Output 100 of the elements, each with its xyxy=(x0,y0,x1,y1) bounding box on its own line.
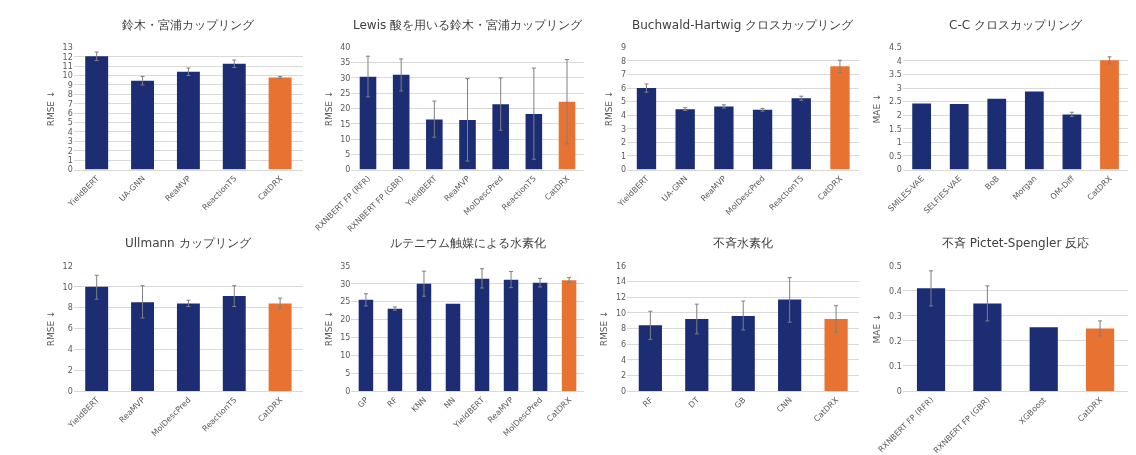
y-tick-label: 11 xyxy=(62,61,73,71)
bar xyxy=(387,308,403,391)
bar xyxy=(1100,60,1119,170)
y-tick-label: 4 xyxy=(67,345,73,355)
bar xyxy=(912,103,932,170)
bar xyxy=(503,279,519,391)
y-tick-label: 8 xyxy=(621,324,627,334)
y-tick-label: 35 xyxy=(340,58,351,68)
y-tick-label: 0.4 xyxy=(889,286,902,296)
bar xyxy=(85,286,109,391)
y-tick-label: 0.5 xyxy=(889,151,902,161)
y-tick-label: 25 xyxy=(340,88,351,98)
y-tick-label: 5 xyxy=(345,150,351,160)
y-tick-label: 4 xyxy=(621,355,627,365)
y-tick-label: 5 xyxy=(345,368,351,378)
x-tick-label: RF xyxy=(641,395,655,410)
bar xyxy=(916,288,946,391)
y-tick-label: 10 xyxy=(62,71,73,81)
y-tick-label: 20 xyxy=(340,315,351,325)
y-axis-title: RMSE ↓ xyxy=(45,310,56,347)
bar xyxy=(731,315,755,391)
y-tick-label: 1.5 xyxy=(889,124,902,134)
y-tick-label: 0.1 xyxy=(889,361,902,371)
y-tick-label: 0 xyxy=(345,386,351,396)
y-tick-label: 13 xyxy=(62,43,73,53)
y-tick-label: 1 xyxy=(67,155,73,165)
y-tick-label: 20 xyxy=(340,104,351,114)
x-tick-label: GP xyxy=(356,395,371,410)
bar xyxy=(752,109,773,170)
y-tick-label: 2.5 xyxy=(889,97,902,107)
chart-title: 不斉 Pictet-Spengler 反応 xyxy=(942,236,1090,250)
y-tick-label: 7 xyxy=(67,99,73,109)
bar xyxy=(1024,91,1044,170)
y-tick-label: 2 xyxy=(621,138,627,148)
y-tick-label: 2 xyxy=(621,371,627,381)
y-tick-label: 25 xyxy=(340,297,351,307)
bar xyxy=(1086,328,1115,391)
bar xyxy=(474,278,490,391)
chart-title: Ullmann カップリング xyxy=(125,236,252,250)
x-tick-label: DT xyxy=(686,395,702,410)
bar xyxy=(359,76,377,170)
y-axis-title: RMSE ↓ xyxy=(45,90,56,127)
chart-title: ルテニウム触媒による水素化 xyxy=(390,236,546,250)
y-tick-label: 12 xyxy=(62,52,73,62)
y-tick-label: 7 xyxy=(621,70,627,80)
y-tick-label: 4.5 xyxy=(889,43,902,53)
y-axis-title: RMSE ↓ xyxy=(604,90,615,127)
bar xyxy=(358,299,374,391)
x-tick-label: GB xyxy=(732,395,748,411)
y-tick-label: 0.3 xyxy=(889,311,902,321)
y-axis-title: MAE ↓ xyxy=(872,93,883,124)
y-tick-label: 10 xyxy=(340,134,351,144)
bar xyxy=(714,106,734,170)
chart-title: C-C クロスカップリング xyxy=(949,18,1083,32)
y-axis-title: MAE ↓ xyxy=(872,313,883,344)
bar xyxy=(222,296,246,391)
bar xyxy=(685,319,709,391)
bar xyxy=(778,299,802,391)
bar xyxy=(459,120,476,170)
bar xyxy=(636,88,657,170)
y-tick-label: 9 xyxy=(67,80,73,90)
y-tick-label: 35 xyxy=(340,261,351,271)
chart-title: Buchwald-Hartwig クロスカップリング xyxy=(632,18,855,32)
y-tick-label: 15 xyxy=(340,333,351,343)
y-tick-label: 8 xyxy=(67,90,73,100)
bar xyxy=(561,280,577,391)
y-axis-title: RMSE ↓ xyxy=(599,310,610,347)
y-tick-label: 4 xyxy=(896,56,902,66)
y-tick-label: 30 xyxy=(340,73,351,83)
y-tick-label: 1 xyxy=(896,138,902,148)
y-tick-label: 6 xyxy=(621,83,627,93)
y-tick-label: 3.5 xyxy=(889,70,902,80)
bar xyxy=(268,303,292,391)
bar xyxy=(176,71,200,170)
bar xyxy=(830,66,850,170)
bar xyxy=(176,303,200,391)
y-axis-title: RMSE ↓ xyxy=(323,310,334,347)
y-tick-label: 16 xyxy=(615,261,627,271)
bar xyxy=(268,77,292,170)
bar xyxy=(445,303,461,391)
chart-title: 鈴木・宮浦カップリング xyxy=(122,18,255,32)
y-tick-label: 14 xyxy=(615,277,627,287)
chart-title: Lewis 酸を用いる鈴木・宮浦カップリング xyxy=(353,18,584,32)
y-tick-label: 0.5 xyxy=(889,261,902,271)
y-tick-label: 12 xyxy=(62,261,73,271)
y-tick-label: 10 xyxy=(62,282,73,292)
y-tick-label: 10 xyxy=(615,308,627,318)
y-tick-label: 5 xyxy=(67,118,73,128)
y-tick-label: 2 xyxy=(67,365,73,375)
bar xyxy=(416,283,432,391)
bar xyxy=(973,303,1002,391)
y-tick-label: 0 xyxy=(896,386,902,396)
y-tick-label: 2 xyxy=(67,146,73,156)
y-tick-label: 0 xyxy=(621,386,627,396)
bar xyxy=(131,80,155,170)
y-tick-label: 9 xyxy=(621,43,627,53)
bar xyxy=(532,282,548,391)
bar xyxy=(525,113,543,170)
bar xyxy=(949,104,969,170)
y-tick-label: 6 xyxy=(621,339,627,349)
